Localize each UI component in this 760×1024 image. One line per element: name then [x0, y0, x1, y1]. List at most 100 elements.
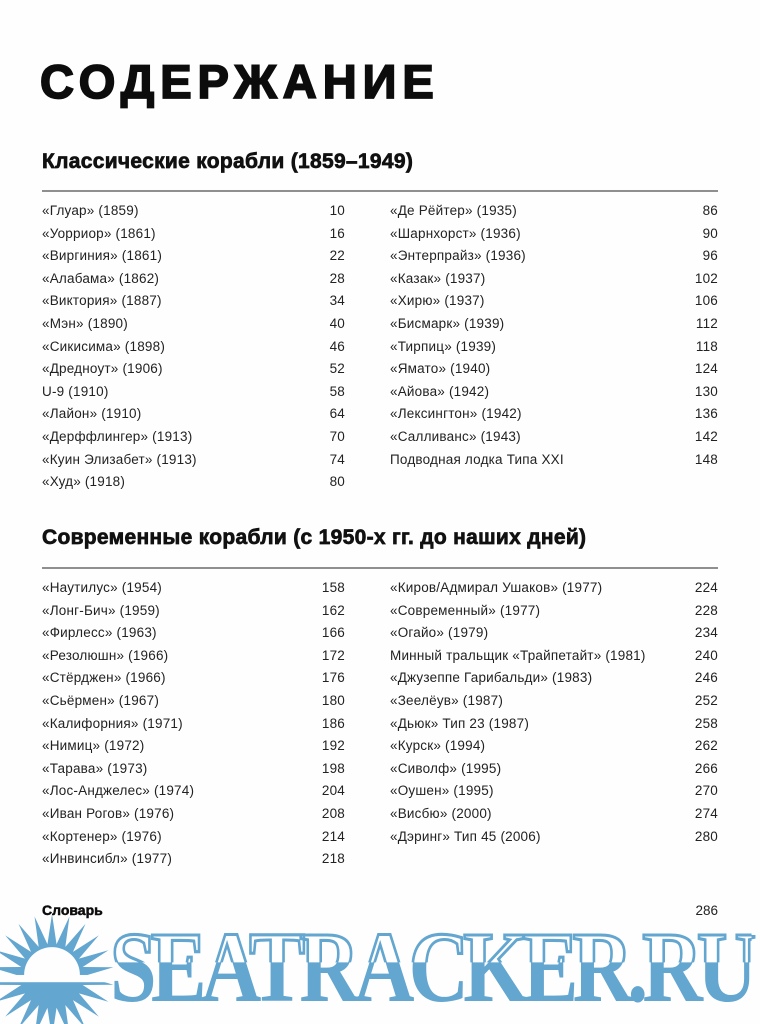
toc-columns-classic: «Глуар» (1859) 10 «Уорриор» (1861) 16 «Вирги… — [42, 200, 718, 494]
toc-entry-page: 10 — [329, 203, 345, 218]
toc-row: Минный тральщик «Трайпетайт» (1981) 240 — [390, 645, 718, 668]
toc-row: «Сьёрмен» (1967) 180 — [42, 690, 345, 713]
glossary-label: Словарь — [42, 902, 103, 919]
toc-entry-page: 158 — [321, 580, 345, 595]
toc-row: «Кортенер» (1976) 214 — [42, 826, 345, 849]
toc-entry-title: «Лексингтон» (1942) — [390, 406, 522, 422]
toc-row: «Глуар» (1859) 10 — [42, 200, 345, 223]
section-heading-classic-ships: Классические корабли (1859–1949) — [42, 150, 414, 174]
toc-row: «Висбю» (2000) 274 — [390, 803, 718, 826]
toc-row: «Дредноут» (1906) 52 — [42, 358, 345, 381]
toc-row: «Лос-Анджелес» (1974) 204 — [42, 780, 345, 803]
toc-entry-page: 166 — [321, 625, 345, 641]
toc-entry-page: 102 — [694, 270, 718, 286]
toc-row: «Дерффлингер» (1913) 70 — [42, 426, 345, 449]
toc-entry-page: 258 — [694, 715, 718, 731]
toc-entry-page: 186 — [321, 715, 345, 731]
toc-row: «Огайо» (1979) 234 — [390, 622, 718, 645]
page-title: СОДЕРЖАНИЕ — [39, 54, 440, 109]
toc-footer-row: Словарь 286 — [42, 902, 718, 919]
toc-row: «Худ» (1918) 80 — [42, 471, 345, 494]
toc-row: «Тирпиц» (1939) 118 — [390, 336, 718, 359]
toc-row: «Современный» (1977) 228 — [390, 600, 718, 623]
toc-row: «Лайон» (1910) 64 — [42, 403, 345, 426]
toc-entry-page: 262 — [694, 738, 718, 754]
glossary-page-number: 286 — [695, 903, 718, 918]
toc-entry-title: Подводная лодка Типа XXI — [390, 451, 564, 467]
toc-entry-title: «Худ» (1918) — [42, 474, 126, 490]
toc-entry-title: «Висбю» (2000) — [390, 805, 492, 821]
toc-entry-title: «Виктория» (1887) — [42, 293, 162, 309]
toc-entry-title: «Глуар» (1859) — [42, 203, 139, 218]
toc-entry-title: «Современный» (1977) — [390, 602, 541, 618]
toc-entry-page: 34 — [329, 293, 345, 309]
toc-row: «Джузеппе Гарибальди» (1983) 246 — [390, 667, 718, 690]
toc-entry-title: «Стёрджен» (1966) — [42, 670, 166, 686]
toc-row: «Де Рёйтер» (1935) 86 — [390, 200, 718, 223]
toc-entry-title: «Оушен» (1995) — [390, 783, 494, 799]
toc-entry-page: 266 — [694, 760, 718, 776]
toc-entry-title: «Энтерпрайз» (1936) — [390, 248, 526, 264]
toc-entry-title: «Сиволф» (1995) — [390, 760, 502, 776]
toc-entry-page: 106 — [694, 293, 718, 309]
toc-row: «Лексингтон» (1942) 136 — [390, 403, 718, 426]
toc-entry-page: 142 — [694, 428, 718, 444]
toc-row: «Сиволф» (1995) 266 — [390, 758, 718, 781]
toc-entry-page: 246 — [694, 670, 718, 686]
toc-row: «Дьюк» Тип 23 (1987) 258 — [390, 713, 718, 736]
toc-row: «Калифорния» (1971) 186 — [42, 713, 345, 736]
toc-entry-title: «Салливанс» (1943) — [390, 428, 521, 444]
toc-row: «Инвинсибл» (1977) 218 — [42, 848, 345, 871]
toc-row: «Тарава» (1973) 198 — [42, 758, 345, 781]
toc-row: «Наутилус» (1954) 158 — [42, 577, 345, 600]
watermark-text-bottom: SEATRACKER.RU — [110, 912, 758, 1024]
toc-row: «Лонг-Бич» (1959) 162 — [42, 600, 345, 623]
toc-column-left: «Наутилус» (1954) 158 «Лонг-Бич» (1959) 162… — [42, 577, 345, 871]
toc-row: «Бисмарк» (1939) 112 — [390, 313, 718, 336]
toc-entry-title: «Виргиния» (1861) — [42, 248, 163, 264]
toc-row: Подводная лодка Типа XXI 148 — [390, 449, 718, 472]
toc-entry-page: 64 — [329, 406, 345, 422]
toc-entry-page: 234 — [694, 625, 718, 641]
toc-entry-title: «Тарава» (1973) — [42, 760, 148, 776]
toc-entry-title: «Киров/Адмирал Ушаков» (1977) — [390, 580, 603, 595]
toc-column-left: «Глуар» (1859) 10 «Уорриор» (1861) 16 «Вирги… — [42, 200, 345, 494]
toc-row: «Киров/Адмирал Ушаков» (1977) 224 — [390, 577, 718, 600]
toc-entry-title: «Дэринг» Тип 45 (2006) — [390, 828, 541, 844]
toc-row: U-9 (1910) 58 — [42, 381, 345, 404]
toc-entry-title: «Сикисима» (1898) — [42, 338, 166, 354]
toc-entry-page: 270 — [694, 783, 718, 799]
toc-entry-page: 124 — [694, 361, 718, 377]
toc-entry-page: 96 — [702, 248, 718, 264]
toc-row: «Сикисима» (1898) 46 — [42, 336, 345, 359]
toc-row: «Айова» (1942) 130 — [390, 381, 718, 404]
toc-entry-page: 192 — [321, 738, 345, 754]
toc-entry-page: 118 — [695, 338, 718, 354]
toc-row: «Курск» (1994) 262 — [390, 735, 718, 758]
toc-entry-title: «Де Рёйтер» (1935) — [390, 203, 517, 218]
toc-entry-title: «Кортенер» (1976) — [42, 828, 162, 844]
toc-entry-title: «Лайон» (1910) — [42, 406, 142, 422]
toc-entry-title: «Наутилус» (1954) — [42, 580, 162, 595]
toc-entry-page: 40 — [329, 315, 345, 331]
toc-entry-page: 224 — [694, 580, 718, 595]
toc-entry-page: 74 — [329, 451, 345, 467]
toc-entry-page: 240 — [694, 647, 718, 663]
watermark-text-top: SEATRACKER.RU — [110, 912, 752, 1024]
toc-entry-title: «Шарнхорст» (1936) — [390, 225, 521, 241]
toc-entry-page: 172 — [321, 647, 345, 663]
toc-entry-page: 176 — [321, 670, 345, 686]
toc-entry-page: 228 — [694, 602, 718, 618]
toc-entry-title: «Инвинсибл» (1977) — [42, 851, 173, 867]
toc-entry-page: 208 — [321, 805, 345, 821]
toc-column-right: «Киров/Адмирал Ушаков» (1977) 224 «Совреме… — [390, 577, 718, 871]
toc-entry-page: 148 — [694, 451, 718, 467]
toc-entry-title: «Казак» (1937) — [390, 270, 486, 286]
toc-row: «Дэринг» Тип 45 (2006) 280 — [390, 826, 718, 849]
toc-entry-title: «Резолюшн» (1966) — [42, 647, 169, 663]
toc-entry-page: 16 — [329, 225, 345, 241]
section-heading-modern-ships: Современные корабли (с 1950-х гг. до наш… — [42, 526, 587, 550]
toc-entry-title: «Курск» (1994) — [390, 738, 486, 754]
toc-entry-title: «Нимиц» (1972) — [42, 738, 145, 754]
